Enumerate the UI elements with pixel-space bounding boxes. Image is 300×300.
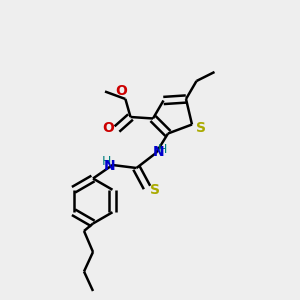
Text: H: H [102,155,111,168]
Text: S: S [150,184,161,197]
Text: H: H [158,143,167,156]
Text: N: N [153,145,164,158]
Text: S: S [196,121,206,134]
Text: O: O [103,121,115,134]
Text: N: N [104,159,115,172]
Text: O: O [115,84,127,98]
